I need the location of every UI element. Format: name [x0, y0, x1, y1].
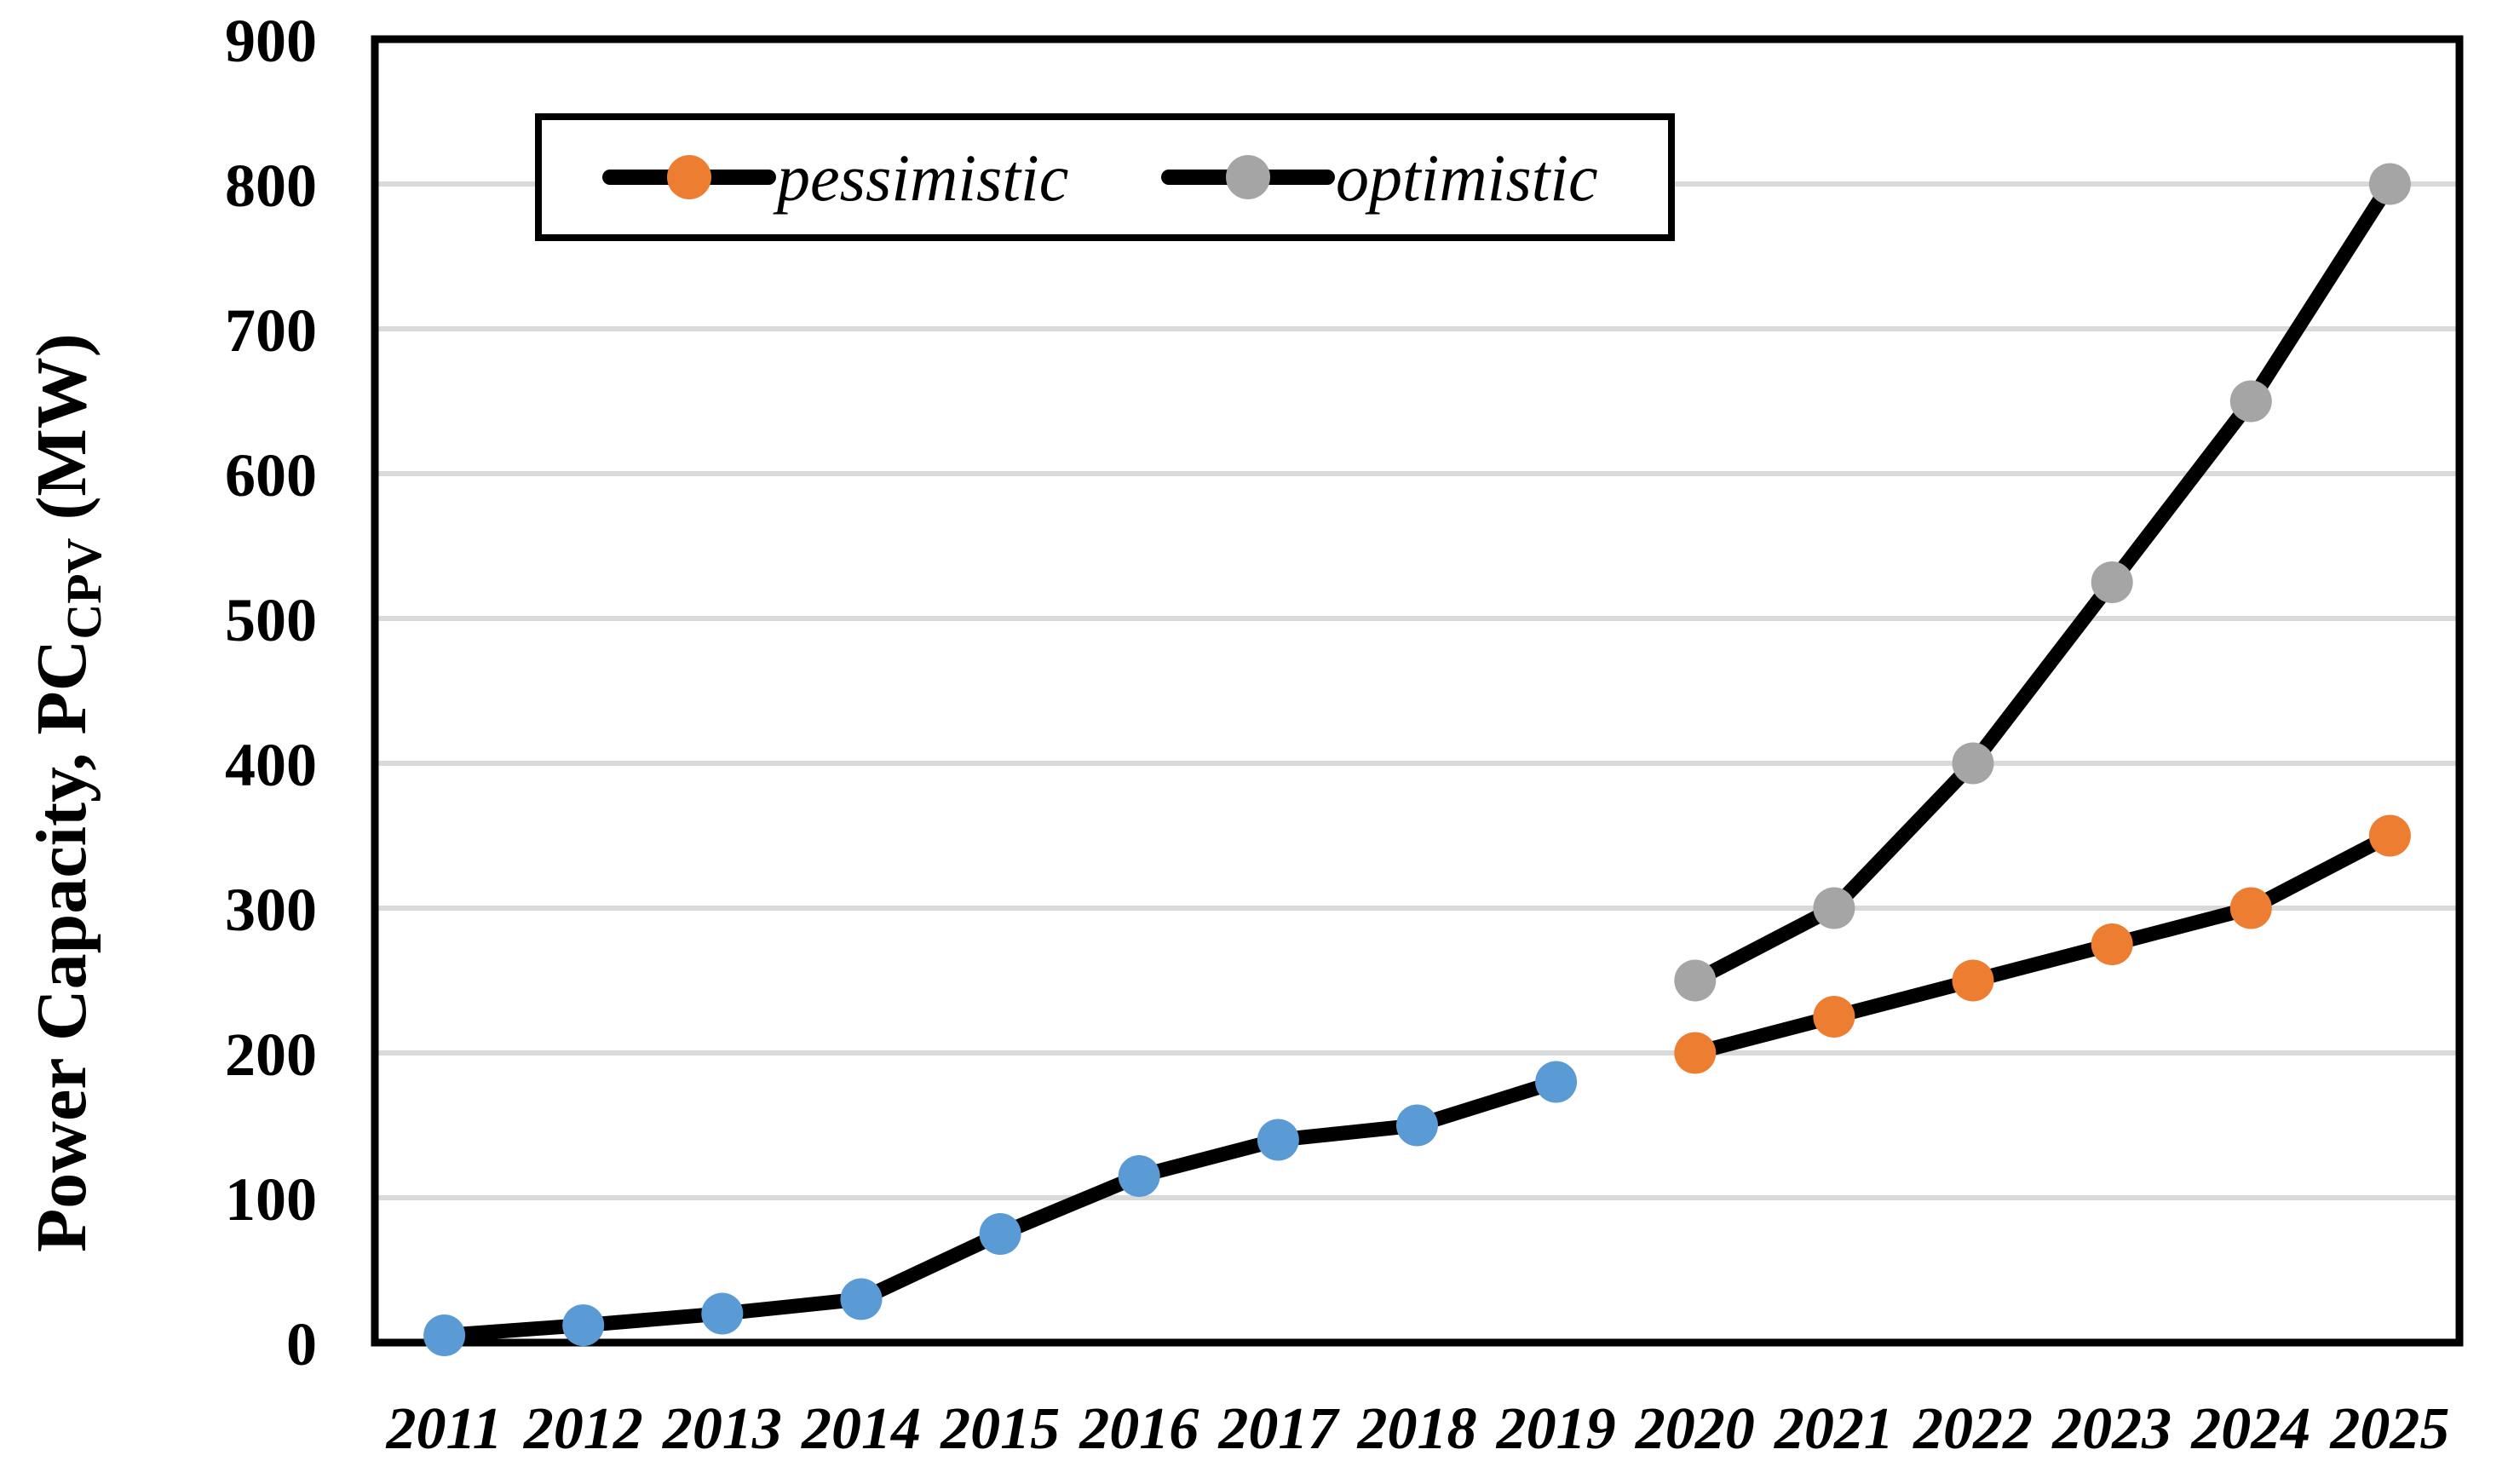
x-tick-2017: 2017: [1217, 1396, 1340, 1462]
y-tick-500: 500: [225, 586, 317, 654]
series-line-pessimistic: [1688, 828, 2397, 1061]
y-tick-300: 300: [225, 876, 317, 944]
series-line-optimistic: [1688, 176, 2397, 988]
y-axis-title: Power Capacity, PCCPV (MW): [22, 333, 112, 1252]
x-tick-2016: 2016: [1079, 1396, 1199, 1462]
y-tick-900: 900: [225, 7, 317, 75]
x-tick-2013: 2013: [662, 1396, 782, 1462]
x-tick-2020: 2020: [1635, 1396, 1755, 1462]
x-tick-2024: 2024: [2190, 1396, 2310, 1462]
data-point-pessimistic-2022: [1952, 959, 1994, 1002]
y-tick-600: 600: [225, 441, 317, 509]
gridlines: [375, 181, 2459, 1200]
y-tick-200: 200: [225, 1021, 317, 1089]
y-tick-100: 100: [225, 1165, 317, 1234]
series-layer: [423, 163, 2411, 1356]
plot-frame: [371, 35, 2464, 1347]
x-tick-2021: 2021: [1774, 1396, 1894, 1462]
data-point-optimistic-2023: [2091, 561, 2133, 603]
data-point-optimistic-2020: [1674, 959, 1717, 1002]
y-tick-400: 400: [225, 731, 317, 799]
data-point-optimistic-2021: [1813, 887, 1855, 929]
x-tick-2018: 2018: [1357, 1396, 1477, 1462]
data-point-optimistic-2025: [2368, 163, 2411, 205]
y-axis-tick-labels: 0 100 200 300 400 500 600 700 800 900: [225, 7, 317, 1378]
legend-marker-optimistic: [1226, 155, 1270, 199]
data-point-historical-2019: [1535, 1061, 1578, 1103]
data-point-pessimistic-2021: [1813, 996, 1855, 1038]
legend-label-optimistic: optimistic: [1336, 141, 1598, 215]
y-tick-700: 700: [225, 296, 317, 365]
legend: pessimistic optimistic: [535, 113, 1675, 241]
legend-entry-optimistic: optimistic: [1161, 141, 1598, 215]
y-tick-800: 800: [225, 152, 317, 220]
data-point-optimistic-2024: [2229, 380, 2272, 423]
x-tick-2011: 2011: [385, 1396, 502, 1462]
data-point-historical-2013: [701, 1292, 744, 1335]
legend-label-pessimistic: pessimistic: [773, 141, 1068, 215]
legend-entry-pessimistic: pessimistic: [602, 141, 1068, 215]
y-axis-title-subscript: CPV: [56, 538, 112, 639]
data-point-pessimistic-2023: [2091, 923, 2133, 965]
data-point-historical-2018: [1396, 1104, 1438, 1147]
x-tick-2012: 2012: [523, 1396, 643, 1462]
x-tick-2025: 2025: [2329, 1396, 2449, 1462]
y-axis-title-unit: (MW): [22, 333, 101, 538]
y-axis-title-main: Power Capacity, PC: [22, 640, 101, 1252]
x-tick-2015: 2015: [940, 1396, 1060, 1462]
data-point-historical-2015: [979, 1213, 1021, 1255]
x-axis-tick-labels: 2011 2012 2013 2014 2015 2016 2017 2018 2019 2020…: [385, 1396, 2449, 1462]
x-tick-2022: 2022: [1913, 1396, 2033, 1462]
data-point-pessimistic-2024: [2229, 887, 2272, 929]
data-point-historical-2017: [1257, 1119, 1299, 1161]
data-point-historical-2016: [1118, 1155, 1160, 1197]
x-tick-2023: 2023: [2051, 1396, 2171, 1462]
x-tick-2014: 2014: [801, 1396, 921, 1462]
data-point-historical-2011: [423, 1314, 466, 1356]
data-point-pessimistic-2025: [2368, 814, 2411, 857]
data-point-pessimistic-2020: [1674, 1032, 1717, 1074]
legend-marker-pessimistic: [667, 155, 711, 199]
y-tick-0: 0: [286, 1310, 317, 1378]
x-tick-2019: 2019: [1496, 1396, 1616, 1462]
data-point-optimistic-2022: [1952, 742, 1994, 785]
data-point-historical-2014: [840, 1278, 883, 1320]
series-line-historical: [437, 1074, 1564, 1343]
data-point-historical-2012: [562, 1304, 605, 1347]
